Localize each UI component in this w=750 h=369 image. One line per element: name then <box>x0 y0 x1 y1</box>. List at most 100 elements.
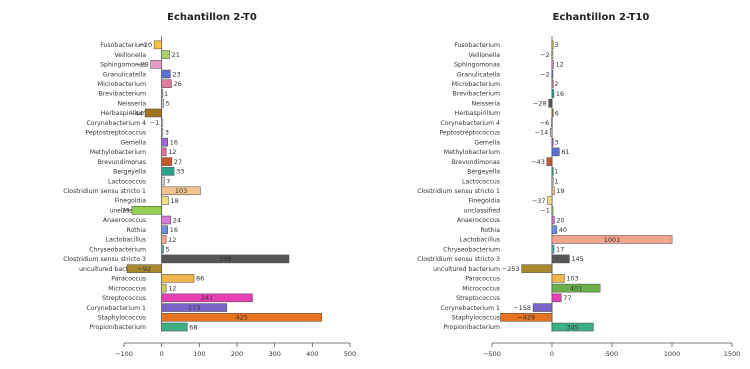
category-label: Lactococcus <box>108 178 146 185</box>
x-tick-label: 500 <box>344 350 356 358</box>
bar <box>552 167 553 175</box>
category-label: Paracoccus <box>465 276 500 283</box>
data-label: −253 <box>502 265 520 273</box>
category-label: Corynebacterium 1 <box>86 305 146 312</box>
bar <box>552 274 564 282</box>
bar <box>154 41 162 49</box>
data-label: 16 <box>170 138 178 146</box>
category-label: unclassified <box>463 207 500 214</box>
bar <box>162 128 163 136</box>
category-label: Bergeyella <box>467 169 500 176</box>
panel-echantillon-2-t0: Echantillon 2-T0 Fusobacterium−20 Veillone… <box>63 12 356 358</box>
bar <box>162 80 172 88</box>
category-label: Brevibacterium <box>453 91 500 98</box>
category-label: Methylobacterium <box>90 149 146 156</box>
category-label: Micrococcus <box>108 285 146 292</box>
bar <box>533 304 552 312</box>
bar <box>162 90 163 98</box>
category-label: Micrococcus <box>462 285 500 292</box>
x-tick-label: −100 <box>115 350 133 358</box>
category-label: Veillonella <box>115 52 147 59</box>
category-label: Fusobacterium <box>454 42 500 49</box>
category-label: Microbacterium <box>98 81 146 88</box>
data-label: 7 <box>166 177 170 185</box>
category-label: Anaerococcus <box>103 217 146 224</box>
bar <box>162 226 168 234</box>
bar <box>151 60 162 68</box>
data-label: 40 <box>559 226 567 234</box>
data-label: 3 <box>554 138 558 146</box>
category-label: Microbacterium <box>452 81 500 88</box>
data-label: 1 <box>554 168 558 176</box>
data-label: 12 <box>168 148 176 156</box>
data-label: 27 <box>174 158 182 166</box>
category-label: Brevundimonas <box>98 159 146 166</box>
category-label: Lactobacillus <box>106 237 146 244</box>
data-label: 20 <box>556 216 564 224</box>
bar <box>552 80 553 88</box>
data-label: −28 <box>533 100 547 108</box>
x-tick-label: 300 <box>268 350 280 358</box>
data-label: 86 <box>196 275 204 283</box>
category-label: Rothia <box>126 227 146 234</box>
bar <box>552 255 569 263</box>
category-label: Lactobacillus <box>460 237 500 244</box>
data-label: −2 <box>540 70 550 78</box>
data-label: −1 <box>150 119 160 127</box>
bar <box>162 274 194 282</box>
data-label: −44 <box>129 109 143 117</box>
data-label: 23 <box>172 70 180 78</box>
data-label: 103 <box>566 275 578 283</box>
data-label: 5 <box>166 100 170 108</box>
data-label: 5 <box>166 245 170 253</box>
category-label: Neisseria <box>472 100 501 107</box>
data-label: 6 <box>555 109 559 117</box>
category-label: Granulicatella <box>103 71 146 78</box>
category-label: Peptostreptococcus <box>439 130 500 137</box>
category-label: Chryseobacterium <box>89 246 146 253</box>
data-label: 401 <box>570 284 582 292</box>
data-label: −20 <box>138 41 152 49</box>
category-label: Brevibacterium <box>99 91 146 98</box>
data-label: −37 <box>532 197 546 205</box>
category-label: Staphylococcus <box>452 315 500 322</box>
x-tick-label: 200 <box>231 350 243 358</box>
data-label: 16 <box>556 90 564 98</box>
data-label: 77 <box>563 294 571 302</box>
bar <box>162 167 174 175</box>
category-label: Streptococcus <box>456 295 500 302</box>
data-label: 12 <box>168 236 176 244</box>
bar <box>162 99 164 107</box>
data-label: 145 <box>571 255 583 263</box>
chart-title: Echantillon 2-T10 <box>553 12 650 23</box>
data-label: −2 <box>540 51 550 59</box>
category-label: Corynebacterium 4 <box>440 120 500 127</box>
data-label: 173 <box>188 304 200 312</box>
data-label: 21 <box>172 51 180 59</box>
data-label: 1001 <box>604 236 621 244</box>
data-label: 26 <box>173 80 181 88</box>
data-label: −14 <box>535 129 549 137</box>
category-label: Corynebacterium 4 <box>86 120 146 127</box>
category-label: Veillonella <box>469 52 501 59</box>
bar <box>552 245 554 253</box>
bar <box>162 158 172 166</box>
category-label: Brevundimonas <box>452 159 500 166</box>
data-label: 345 <box>566 323 578 331</box>
data-label: −29 <box>135 61 149 69</box>
category-label: Clostridium sensu stricto 3 <box>63 256 146 263</box>
bar <box>552 41 553 49</box>
category-label: Paracoccus <box>111 276 146 283</box>
bar <box>162 177 165 185</box>
bar <box>162 284 167 292</box>
bar <box>552 294 561 302</box>
x-tick-label: −500 <box>483 350 501 358</box>
data-label: 33 <box>176 168 184 176</box>
data-label: 1 <box>554 177 558 185</box>
bar <box>522 265 552 273</box>
data-label: −1 <box>540 207 550 215</box>
category-label: Corynebacterium 1 <box>440 305 500 312</box>
x-tick-label: 0 <box>160 350 164 358</box>
bar <box>552 90 554 98</box>
